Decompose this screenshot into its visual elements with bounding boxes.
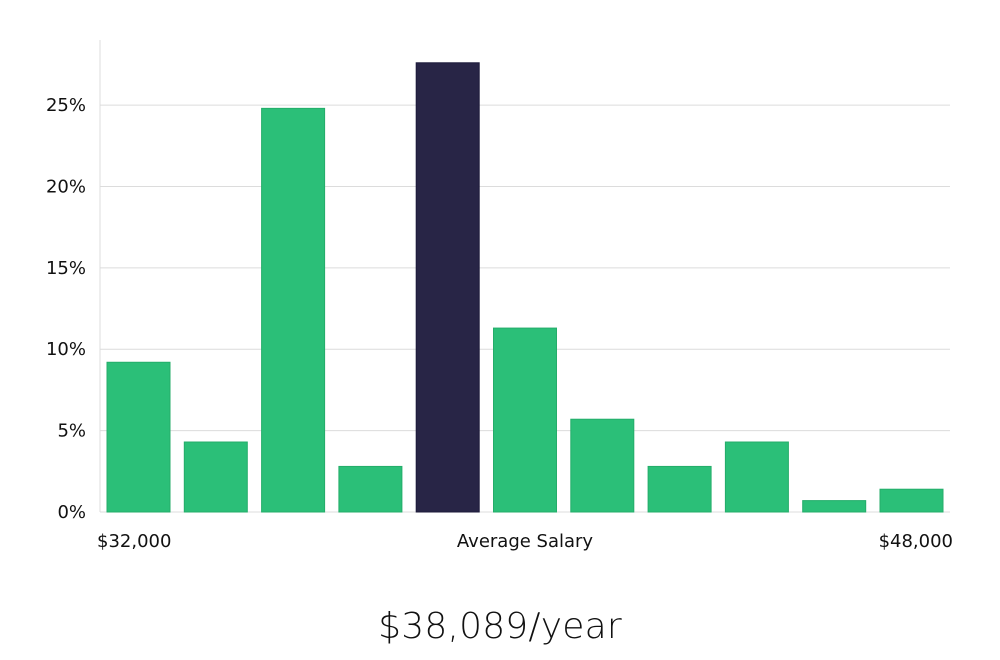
salary-distribution-chart: 0%5%10%15%20%25% $32,000 Average Salary … — [46, 40, 953, 552]
bar — [106, 361, 171, 513]
bars — [106, 62, 944, 513]
bar — [879, 488, 944, 513]
y-tick-label: 15% — [46, 258, 86, 279]
bar — [183, 441, 248, 513]
bar-average-salary — [415, 62, 480, 513]
y-tick-label: 20% — [46, 176, 86, 197]
y-tick-label: 0% — [57, 502, 86, 523]
y-tick-label: 10% — [46, 339, 86, 360]
x-label-min: $32,000 — [97, 531, 171, 552]
x-label-center: Average Salary — [457, 531, 594, 552]
y-axis-ticks: 0% 5% 10% 15% 20% 25% — [46, 95, 86, 523]
average-salary-figure: $38,089/year — [378, 606, 622, 647]
bar — [261, 107, 326, 513]
bar — [802, 500, 867, 513]
y-tick-label: 25% — [46, 95, 86, 116]
bar — [493, 327, 557, 513]
x-label-max: $48,000 — [879, 531, 953, 552]
y-tick-label: 5% — [57, 421, 86, 442]
bar — [570, 418, 635, 513]
bar — [647, 465, 712, 513]
bar — [338, 465, 403, 513]
bar — [724, 441, 789, 513]
